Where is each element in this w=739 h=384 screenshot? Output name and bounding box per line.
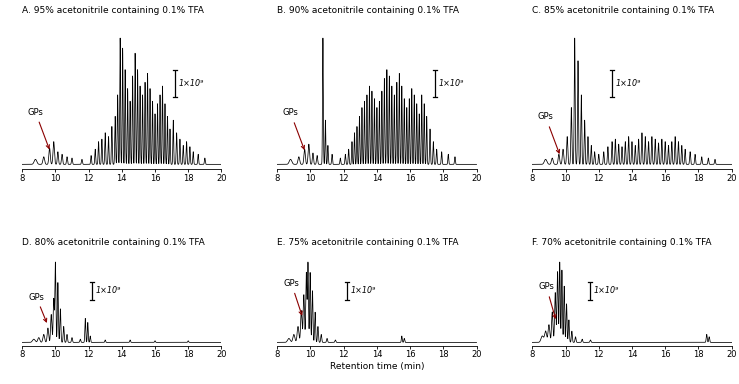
Text: 1×10⁹: 1×10⁹ (179, 79, 204, 88)
Text: 1×10⁹: 1×10⁹ (594, 286, 619, 295)
Text: GPs: GPs (284, 279, 302, 314)
Text: E. 75% acetonitrile containing 0.1% TFA: E. 75% acetonitrile containing 0.1% TFA (277, 238, 459, 247)
Text: 1×10⁹: 1×10⁹ (616, 79, 641, 88)
Text: 1×10⁹: 1×10⁹ (350, 286, 376, 295)
Text: GPs: GPs (28, 293, 47, 322)
Text: D. 80% acetonitrile containing 0.1% TFA: D. 80% acetonitrile containing 0.1% TFA (22, 238, 205, 247)
X-axis label: Retention time (min): Retention time (min) (330, 362, 424, 371)
Text: F. 70% acetonitrile containing 0.1% TFA: F. 70% acetonitrile containing 0.1% TFA (532, 238, 712, 247)
Text: GPs: GPs (538, 113, 559, 153)
Text: A. 95% acetonitrile containing 0.1% TFA: A. 95% acetonitrile containing 0.1% TFA (22, 6, 204, 15)
Text: B. 90% acetonitrile containing 0.1% TFA: B. 90% acetonitrile containing 0.1% TFA (277, 6, 459, 15)
Text: 1×10⁹: 1×10⁹ (95, 286, 121, 295)
Text: 1×10⁹: 1×10⁹ (439, 79, 464, 88)
Text: GPs: GPs (539, 282, 556, 318)
Text: GPs: GPs (27, 108, 50, 148)
Text: GPs: GPs (282, 108, 304, 149)
Text: C. 85% acetonitrile containing 0.1% TFA: C. 85% acetonitrile containing 0.1% TFA (532, 6, 715, 15)
